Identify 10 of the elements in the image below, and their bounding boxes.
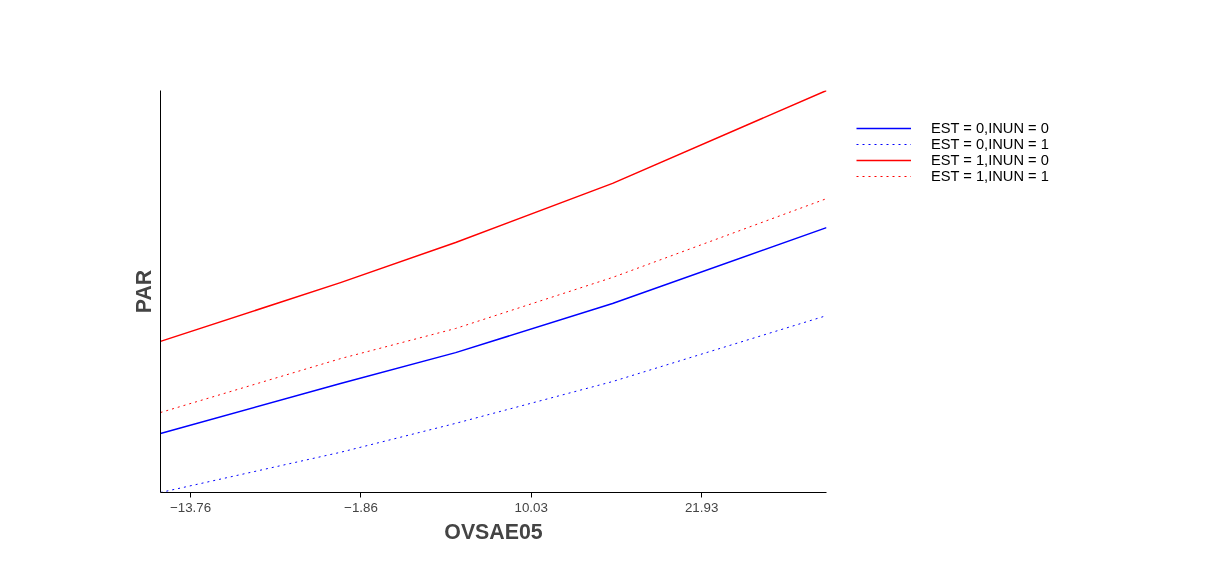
x-axis-title: OVSAE05 [444, 519, 543, 544]
legend-label: EST = 0,INUN = 0 [931, 120, 1049, 136]
legend-label: EST = 1,INUN = 0 [931, 152, 1049, 168]
legend-label: EST = 0,INUN = 1 [931, 136, 1049, 152]
x-tick-label: −13.76 [170, 499, 212, 515]
x-tick-label: −1.86 [344, 499, 378, 515]
legend-label: EST = 1,INUN = 1 [931, 168, 1049, 184]
x-tick-label: 10.03 [514, 499, 548, 515]
y-axis-title: PAR [131, 269, 156, 314]
x-tick-label: 21.93 [684, 499, 719, 515]
